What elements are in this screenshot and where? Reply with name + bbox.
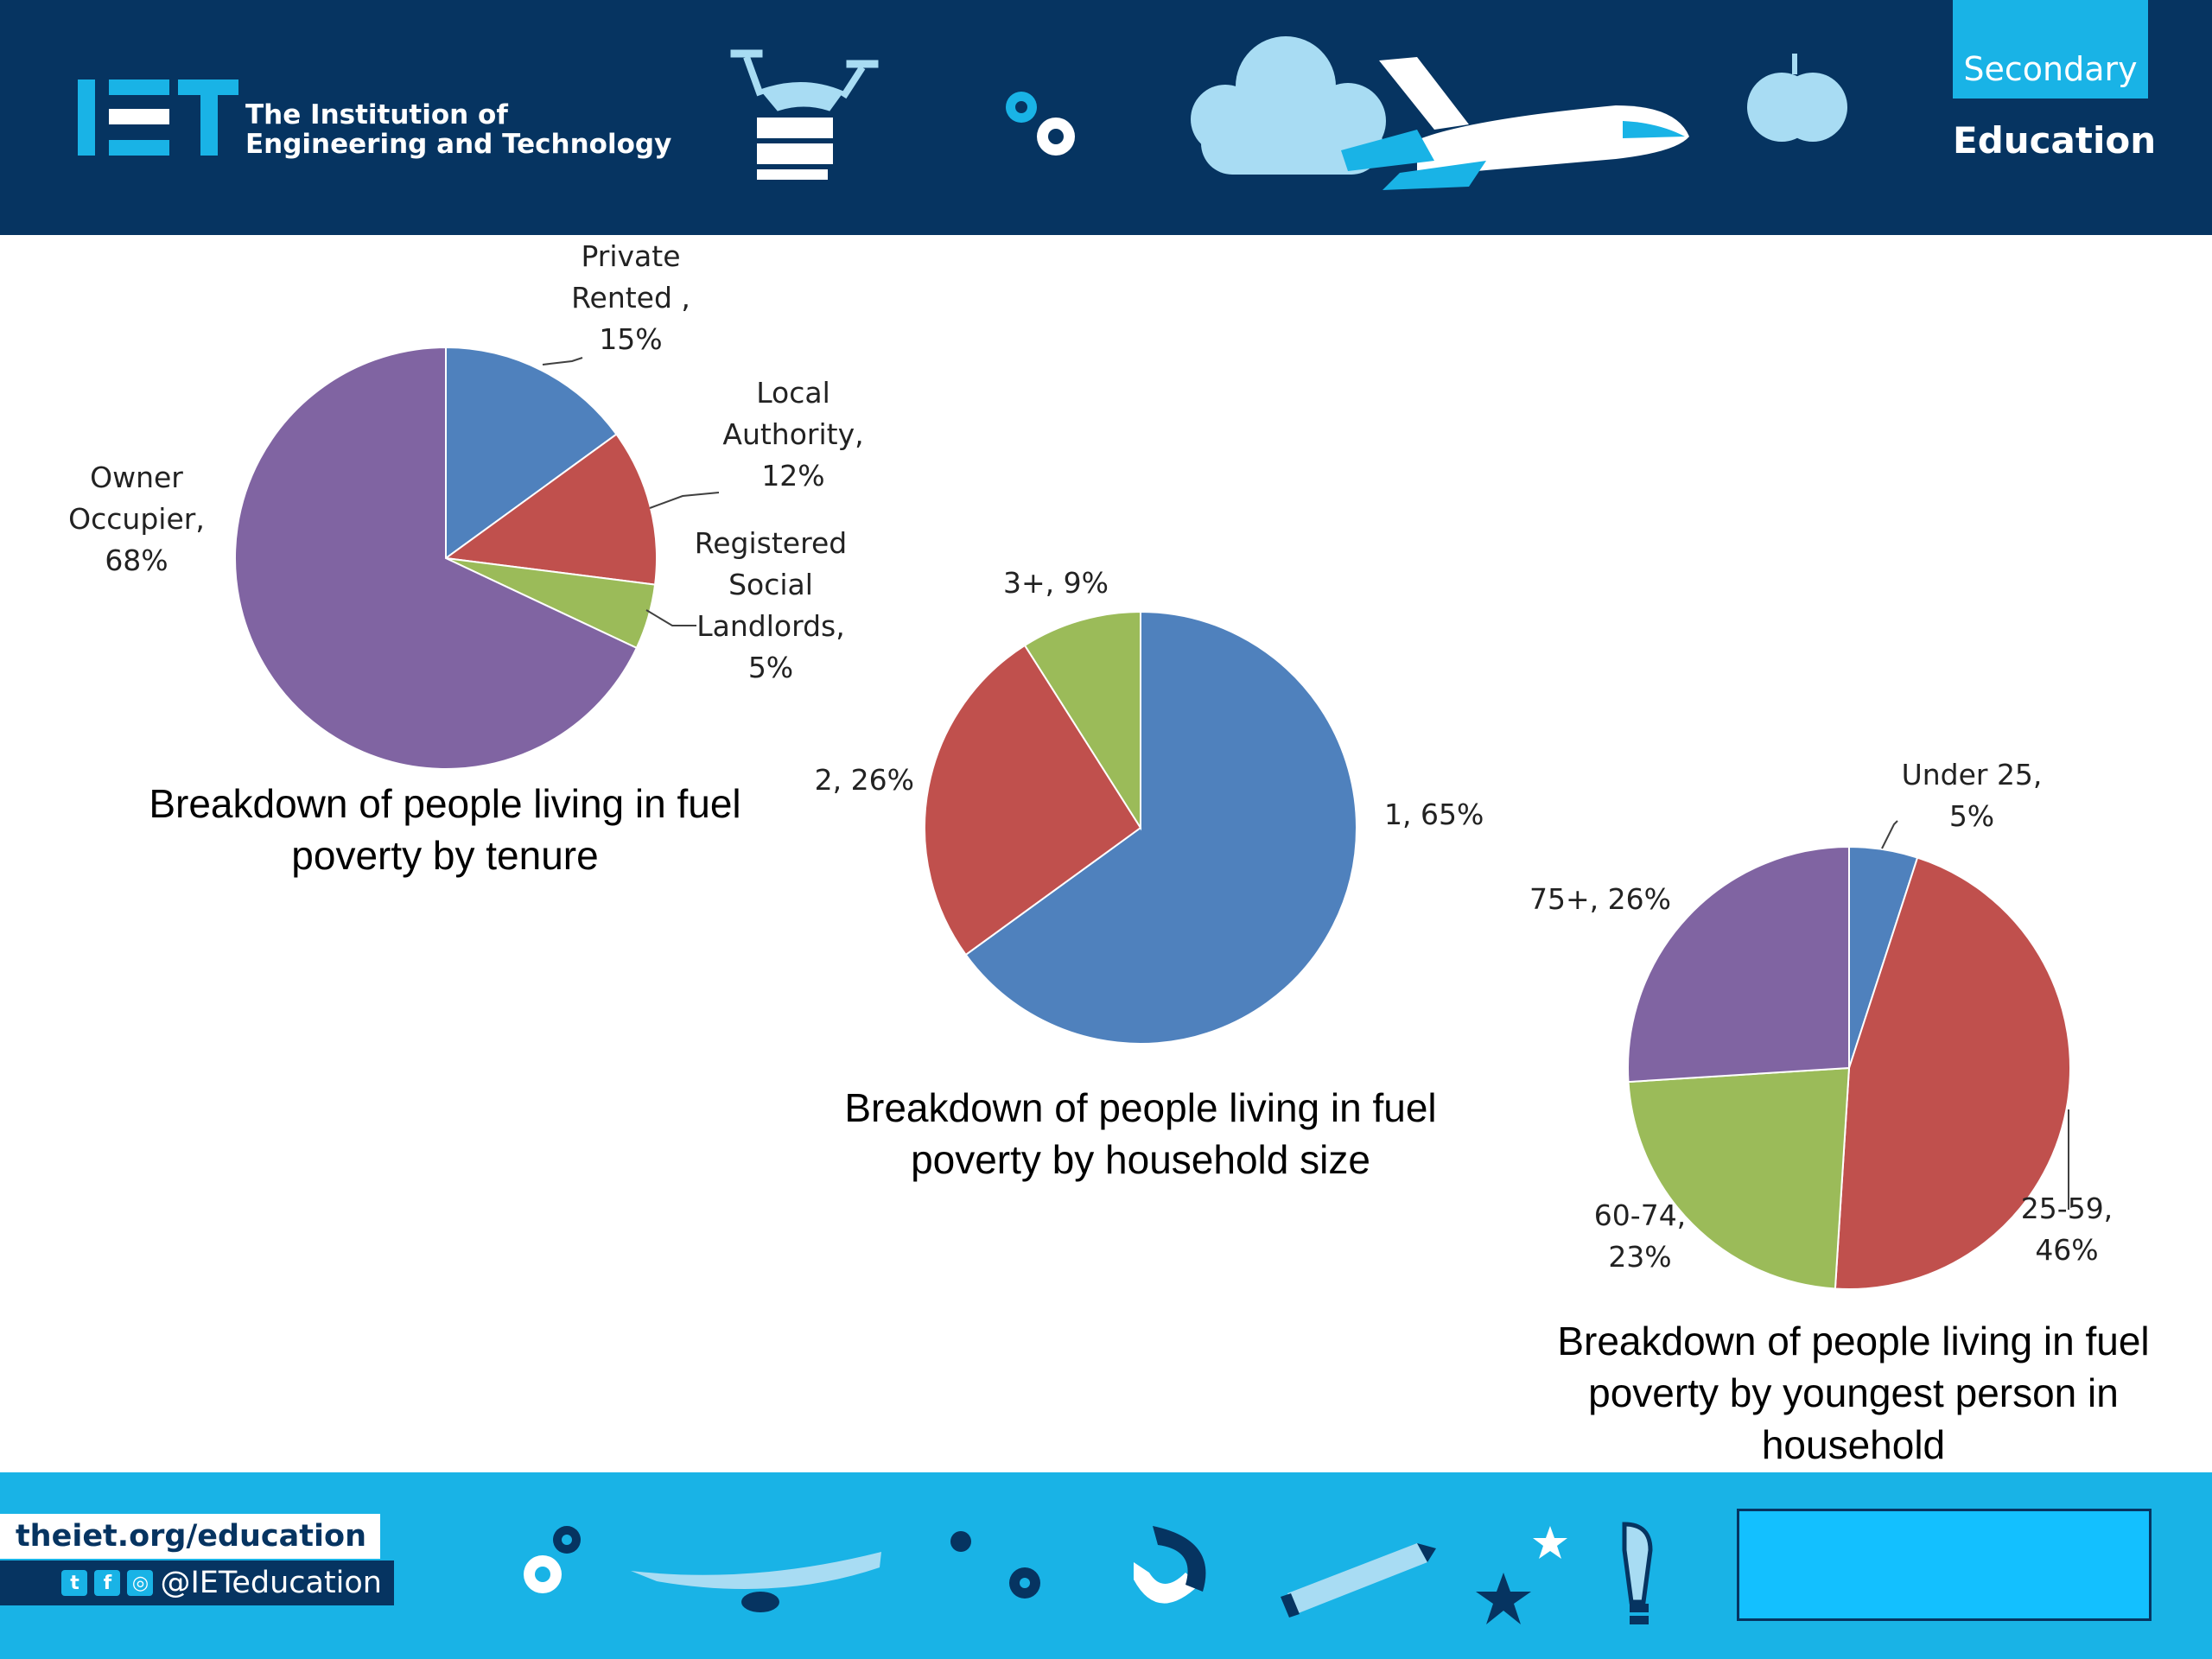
pie-slice-private-rented — [445, 346, 618, 560]
apple-icon — [1747, 54, 1847, 142]
data-label-60-74: 60-74, 23% — [1594, 1198, 1686, 1274]
drone-icon — [730, 49, 879, 180]
social-handle[interactable]: @IETeducation — [160, 1566, 382, 1600]
pie-slice-1 — [964, 610, 1358, 1045]
pencil-icon — [1281, 1543, 1436, 1618]
data-label-owner-occupier: Owner Occupier, 68% — [68, 461, 205, 577]
gears-icon — [1006, 92, 1075, 156]
pie-chart-youngest-person: Under 25, 5% 25-59, 46% 60-74, 23% 75+, 26% — [1529, 758, 2113, 1290]
facebook-icon[interactable]: f — [94, 1570, 121, 1596]
header-graphics — [78, 36, 1847, 190]
data-label-under-25: Under 25, 5% — [1902, 758, 2043, 833]
pie-slice-25-59 — [1834, 856, 2071, 1290]
data-label-2: 2, 26% — [815, 763, 914, 797]
org-name-line2: Engineering and Technology — [245, 129, 672, 160]
stars-icon — [1476, 1526, 1567, 1624]
light-bulb-icon — [1622, 1522, 1653, 1624]
instagram-icon[interactable]: ◎ — [127, 1570, 154, 1596]
data-label-3-: 3+, 9% — [1003, 566, 1109, 600]
org-name: The Institution of Engineering and Techn… — [245, 100, 671, 159]
magnet-icon — [1134, 1526, 1206, 1604]
pie-chart-household-size: 1, 65% 2, 26% 3+, 9% — [815, 566, 1484, 1045]
data-label-private-rented: Private Rented , 15% — [571, 239, 690, 356]
pie-slice-3- — [1023, 610, 1141, 831]
org-name-line1: The Institution of — [245, 99, 508, 130]
chart-title-tenure: Breakdown of people living in fuel pover… — [149, 781, 741, 878]
footer-graphics — [524, 1522, 1653, 1624]
education-label: Education — [1953, 119, 2157, 162]
header-banner: The Institution of Engineering and Techn… — [0, 0, 2212, 235]
data-label-75-: 75+, 26% — [1529, 882, 1671, 916]
data-label-local-authority: Local Authority, 12% — [722, 376, 863, 493]
twitter-icon[interactable]: t — [61, 1570, 88, 1596]
cloud-icon — [1191, 36, 1386, 175]
pie-slice-owner-occupier — [234, 346, 639, 770]
space-shuttle-icon — [1341, 57, 1689, 190]
gears-icon — [524, 1526, 581, 1593]
chart-title-household-size: Breakdown of people living in fuel pover… — [844, 1085, 1437, 1182]
social-bar: t f ◎ @IETeducation — [0, 1560, 394, 1605]
data-label-1: 1, 65% — [1384, 798, 1484, 831]
leader-line — [1881, 820, 1898, 849]
leader-line — [649, 492, 720, 509]
chart-title-youngest-person: Breakdown of people living in fuel pover… — [1557, 1319, 2150, 1467]
pie-slice-local-authority — [443, 433, 658, 586]
data-label-registered-social-landlords: Registered Social Landlords, 5% — [695, 526, 847, 684]
leader-line — [645, 609, 696, 626]
secondary-badge: Secondary — [1953, 0, 2148, 99]
footer-placeholder-box — [1737, 1509, 2152, 1621]
pie-slice-60-74 — [1627, 1066, 1851, 1290]
iet-logo — [78, 79, 238, 156]
glider-icon — [631, 1552, 881, 1612]
location-pins-icon — [950, 1531, 1040, 1599]
pie-slice-75- — [1627, 845, 1850, 1084]
pie-chart-tenure: Private Rented , 15% Local Authority, 12% Regi… — [68, 239, 864, 770]
pie-slice-2 — [924, 644, 1142, 957]
leader-line — [542, 357, 583, 365]
website-link[interactable]: theiet.org/education — [0, 1514, 380, 1559]
data-label-25-59: 25-59, 46% — [2021, 1192, 2113, 1267]
